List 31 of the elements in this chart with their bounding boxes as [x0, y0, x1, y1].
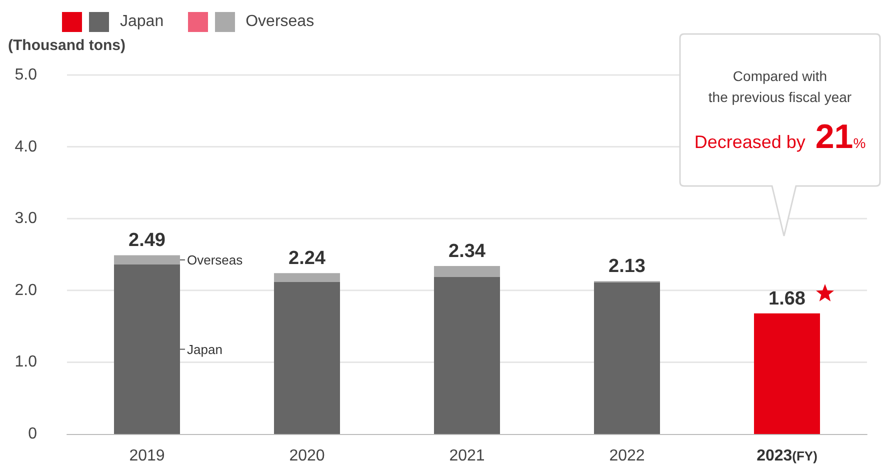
y-tick-label: 2.0 [14, 282, 38, 299]
bar [274, 282, 340, 434]
total-label: 2.49 [128, 230, 166, 252]
total-label: 2.34 [448, 240, 486, 262]
total-label: 2.13 [608, 256, 646, 278]
bar [434, 266, 500, 277]
bar [594, 282, 660, 434]
legend-label: Japan [120, 13, 164, 31]
bar [754, 313, 820, 434]
bar [274, 273, 340, 282]
bar [114, 264, 180, 434]
x-tick-label: 2020 [289, 448, 325, 464]
y-tick-label: 5.0 [14, 66, 38, 84]
x-tick-label: 2021 [449, 448, 485, 464]
x-tick-label: 2023(FY) [756, 448, 818, 464]
y-tick-label: 3.0 [14, 210, 38, 228]
total-label: 1.68 [768, 288, 806, 310]
annotation: Decreased by 21% [694, 118, 866, 156]
bar [114, 255, 180, 265]
annotation: Compared with the previous fiscal year [707, 67, 853, 107]
y-tick-label: 0 [28, 426, 38, 442]
y-tick-label: 4.0 [14, 138, 38, 156]
x-tick-label: 2022 [609, 448, 645, 464]
y-tick-label: 1.0 [14, 354, 38, 371]
y-axis-title: (Thousand tons) [8, 37, 126, 54]
legend-label: Overseas [246, 13, 314, 31]
annotation: Japan [187, 342, 222, 357]
annotation: Overseas [187, 252, 244, 268]
bar [434, 276, 500, 434]
x-tick-label: 2019 [129, 448, 165, 464]
total-label: 2.24 [288, 248, 326, 270]
